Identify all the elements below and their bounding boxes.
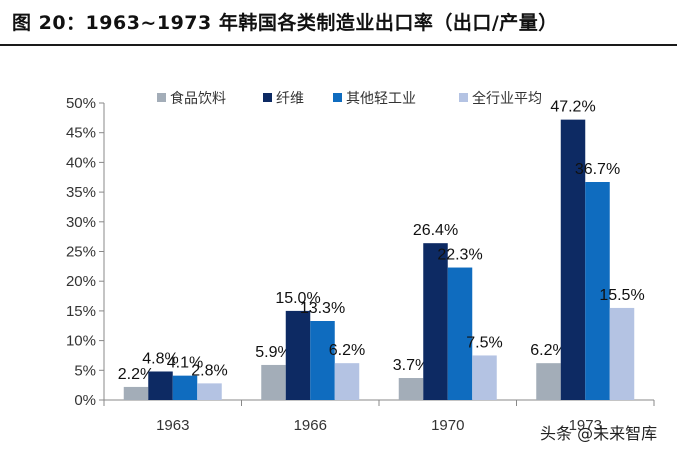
data-label: 2.2% (118, 366, 154, 383)
bar (536, 363, 561, 400)
data-label: 22.3% (437, 247, 482, 264)
data-label: 15.5% (599, 287, 644, 304)
data-label: 3.7% (393, 357, 429, 374)
y-tick-label: 40% (66, 154, 96, 171)
data-label: 7.5% (466, 334, 502, 351)
data-label: 5.9% (255, 344, 291, 361)
y-tick-label: 30% (66, 214, 96, 231)
data-label: 4.1% (167, 355, 203, 372)
x-tick-label: 1963 (156, 417, 189, 434)
bar (172, 375, 198, 400)
chart-title: 图 20：1963~1973 年韩国各类制造业出口率（出口/产量） (12, 12, 558, 34)
x-tick-label: 1966 (294, 417, 327, 434)
x-tick-label: 1973 (569, 417, 602, 434)
data-label: 13.3% (300, 300, 345, 317)
data-label: 15.0% (275, 290, 320, 307)
legend-label: 其他轻工业 (346, 91, 416, 107)
y-tick-label: 25% (66, 244, 96, 261)
data-label: 47.2% (550, 99, 595, 116)
y-tick-label: 50% (66, 95, 96, 112)
y-tick-label: 0% (74, 392, 96, 409)
bar (560, 119, 586, 400)
watermark-text: 头条 @未来智库 (540, 424, 658, 443)
legend-swatch (157, 93, 166, 102)
data-label: 36.7% (575, 161, 620, 178)
bar (197, 383, 222, 400)
bar (334, 363, 360, 400)
bar (285, 310, 311, 400)
legend-label: 纤维 (276, 91, 304, 107)
bar (423, 243, 448, 400)
bar (123, 386, 149, 400)
y-tick-label: 5% (74, 362, 96, 379)
y-tick-label: 20% (66, 273, 96, 290)
y-tick-label: 45% (66, 125, 96, 142)
data-label: 6.2% (329, 342, 365, 359)
y-tick-label: 35% (66, 184, 96, 201)
legend-swatch (333, 93, 342, 102)
y-tick-label: 15% (66, 303, 96, 320)
bar (472, 355, 497, 400)
data-label: 4.8% (142, 350, 178, 367)
bar (398, 378, 424, 400)
bar (447, 267, 473, 400)
bar (310, 320, 335, 400)
legend-label: 全行业平均 (472, 90, 542, 107)
bar (609, 307, 635, 400)
legend-swatch (263, 93, 272, 102)
bar (148, 371, 173, 400)
legend-swatch (459, 93, 468, 102)
data-label: 6.2% (530, 342, 566, 359)
bar (261, 364, 286, 400)
data-label: 2.8% (191, 362, 227, 379)
x-tick-label: 1970 (431, 417, 464, 434)
bar (585, 182, 610, 400)
y-tick-label: 10% (66, 333, 96, 350)
title-bar: 图 20：1963~1973 年韩国各类制造业出口率（出口/产量） (0, 0, 677, 46)
data-label: 26.4% (413, 222, 458, 239)
legend-label: 食品饮料 (170, 90, 226, 107)
